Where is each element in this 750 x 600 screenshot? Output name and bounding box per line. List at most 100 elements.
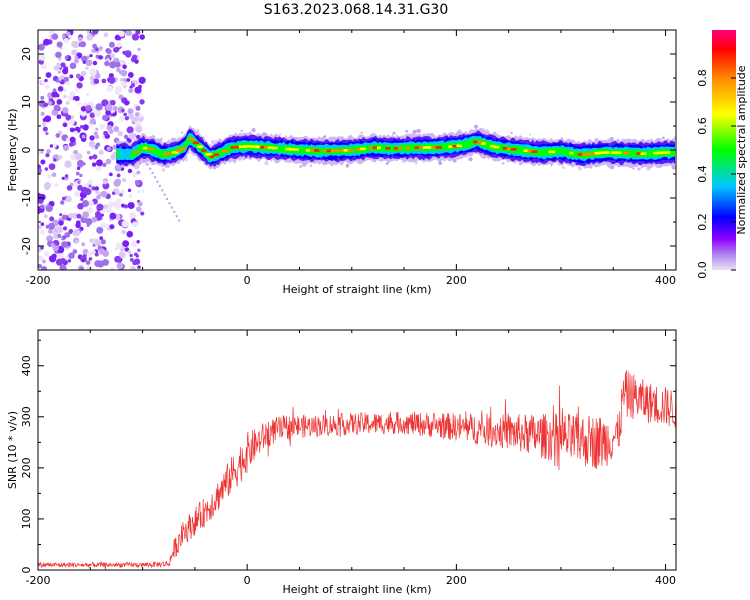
noise-speckle: [98, 55, 103, 60]
noise-speckle: [79, 125, 84, 129]
ridge-core: [314, 149, 320, 152]
noise-speckle: [80, 110, 87, 117]
trail-speckle: [168, 202, 171, 205]
noise-speckle: [91, 216, 98, 223]
noise-speckle: [43, 102, 48, 108]
noise-speckle: [128, 87, 134, 94]
snr-x-tick-label: 0: [244, 574, 251, 587]
noise-speckle: [75, 88, 79, 92]
noise-speckle: [62, 226, 68, 231]
noise-speckle: [38, 225, 42, 229]
heatmap-y-axis-title: Frequency (Hz): [6, 109, 19, 192]
noise-speckle: [105, 158, 112, 165]
noise-speckle: [91, 105, 97, 111]
noise-speckle: [134, 252, 138, 257]
noise-speckle: [131, 33, 140, 41]
noise-speckle: [88, 140, 96, 148]
noise-speckle: [104, 60, 110, 67]
noise-speckle: [91, 186, 96, 191]
ridge-core: [167, 152, 173, 155]
noise-speckle: [64, 55, 69, 60]
noise-speckle: [116, 262, 124, 270]
noise-speckle: [110, 153, 117, 160]
ridge-core: [611, 151, 618, 154]
noise-speckle: [81, 134, 86, 139]
ridge-core: [481, 142, 486, 145]
ridge-core: [293, 148, 299, 151]
noise-speckle: [86, 34, 94, 41]
ridge-core: [343, 148, 350, 152]
noise-speckle: [96, 226, 104, 234]
noise-speckle: [95, 211, 102, 218]
noise-speckle: [122, 240, 130, 248]
ridge-speckle: [416, 128, 421, 133]
noise-speckle: [51, 253, 57, 259]
noise-speckle: [77, 203, 84, 210]
noise-speckle: [45, 204, 53, 213]
noise-speckle: [68, 142, 74, 147]
ridge-core: [197, 145, 203, 148]
noise-speckle: [78, 266, 85, 270]
ridge-speckle: [501, 161, 505, 165]
noise-speckle: [112, 105, 118, 111]
noise-speckle: [67, 259, 72, 263]
noise-speckle: [72, 228, 81, 237]
noise-speckle: [63, 37, 70, 44]
noise-speckle: [62, 107, 69, 114]
noise-speckle: [64, 174, 69, 178]
noise-speckle: [53, 65, 60, 71]
noise-speckle: [46, 235, 54, 243]
noise-speckle: [131, 79, 136, 84]
snr-frame: [37, 329, 677, 571]
ridge-core: [238, 145, 246, 149]
ridge-core: [577, 153, 583, 156]
noise-speckle: [85, 104, 92, 112]
ridge-speckle: [510, 132, 513, 135]
noise-speckle: [70, 115, 75, 119]
ridge-core: [335, 149, 340, 152]
ridge-core: [397, 146, 403, 150]
noise-speckle: [135, 30, 141, 35]
noise-speckle: [119, 192, 123, 197]
trail-speckle: [149, 167, 152, 170]
noise-speckle: [97, 260, 105, 268]
noise-speckle: [127, 72, 134, 78]
noise-speckle: [91, 162, 97, 167]
heatmap-y-tick-label: -10: [20, 189, 33, 207]
noise-speckle: [57, 70, 61, 74]
noise-speckle: [114, 255, 122, 263]
noise-speckle: [92, 154, 98, 160]
ridge-core: [201, 149, 207, 152]
noise-speckle: [61, 214, 68, 220]
noise-speckle: [39, 204, 45, 210]
noise-speckle: [99, 46, 103, 50]
noise-speckle: [42, 126, 48, 132]
noise-speckle: [94, 109, 102, 117]
noise-speckle: [126, 78, 131, 82]
noise-speckle: [61, 176, 65, 180]
ridge-speckle: [240, 129, 244, 133]
heatmap-x-tick-label: 200: [446, 274, 467, 287]
noise-speckle: [103, 180, 108, 185]
ridge-speckle: [161, 168, 166, 172]
noise-speckle: [89, 118, 96, 125]
noise-speckle: [61, 79, 65, 83]
ridge-core: [360, 147, 366, 151]
noise-speckle: [122, 64, 127, 70]
noise-speckle: [63, 94, 67, 99]
noise-speckle: [39, 229, 45, 235]
noise-speckle: [52, 245, 59, 252]
ridge-core: [640, 152, 647, 156]
noise-speckle: [49, 216, 55, 222]
noise-speckle: [92, 43, 98, 49]
noise-speckle: [95, 134, 100, 139]
ridge-speckle: [279, 133, 282, 136]
noise-speckle: [95, 142, 101, 147]
noise-speckle: [44, 115, 52, 123]
noise-speckle: [40, 63, 47, 70]
noise-speckle: [89, 135, 95, 141]
noise-speckle: [92, 30, 99, 35]
trail-speckle: [173, 210, 176, 214]
noise-speckle: [93, 131, 99, 136]
noise-speckle: [66, 137, 70, 142]
